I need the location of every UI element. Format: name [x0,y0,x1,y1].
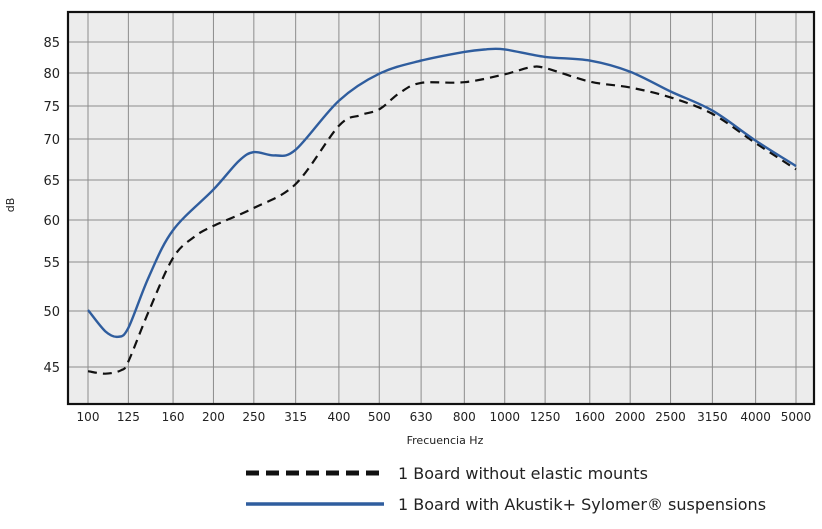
y-tick-label: 50 [43,305,60,320]
x-tick-label: 500 [368,410,391,424]
x-tick-label: 2000 [615,410,646,424]
x-tick-label: 2500 [655,410,686,424]
y-axis-label: dB [4,198,17,213]
x-tick-label: 3150 [697,410,728,424]
x-tick-labels: 100 125 160 200 250 315 400 500 630 800 1000 1250 16… [77,410,812,424]
y-tick-label: 55 [43,256,60,271]
y-tick-label: 70 [43,133,60,148]
legend: 1 Board without elastic mounts 1 Board wi… [246,464,766,514]
x-tick-label: 315 [284,410,307,424]
x-tick-label: 800 [453,410,476,424]
series-line-1 [87,65,797,375]
y-tick-label: 80 [43,67,60,82]
x-tick-label: 200 [202,410,225,424]
y-tick-label: 75 [43,100,60,115]
x-axis-label: Frecuencia Hz [407,434,484,447]
x-tick-label: 250 [242,410,265,424]
plot-area [68,12,814,404]
series-lines [87,47,797,375]
y-tick-label: 60 [43,214,60,229]
y-tick-label: 65 [43,174,60,189]
y-tick-labels: 45 50 55 60 65 70 75 80 85 [43,36,60,376]
y-tick-label: 45 [43,361,60,376]
x-tick-label: 630 [410,410,433,424]
x-tick-label: 1250 [530,410,561,424]
legend-label-2: 1 Board with Akustik+ Sylomer® suspensio… [398,495,766,514]
grid [68,12,814,404]
plot-frame [66,10,816,406]
x-tick-label: 400 [327,410,350,424]
x-tick-label: 125 [117,410,140,424]
x-tick-label: 4000 [740,410,771,424]
x-tick-label: 100 [77,410,100,424]
x-tick-label: 5000 [781,410,812,424]
x-tick-label: 1600 [575,410,606,424]
x-tick-label: 160 [162,410,185,424]
series-line-2 [87,47,797,339]
x-tick-label: 1000 [489,410,520,424]
y-tick-label: 85 [43,36,60,51]
legend-label-1: 1 Board without elastic mounts [398,464,648,483]
